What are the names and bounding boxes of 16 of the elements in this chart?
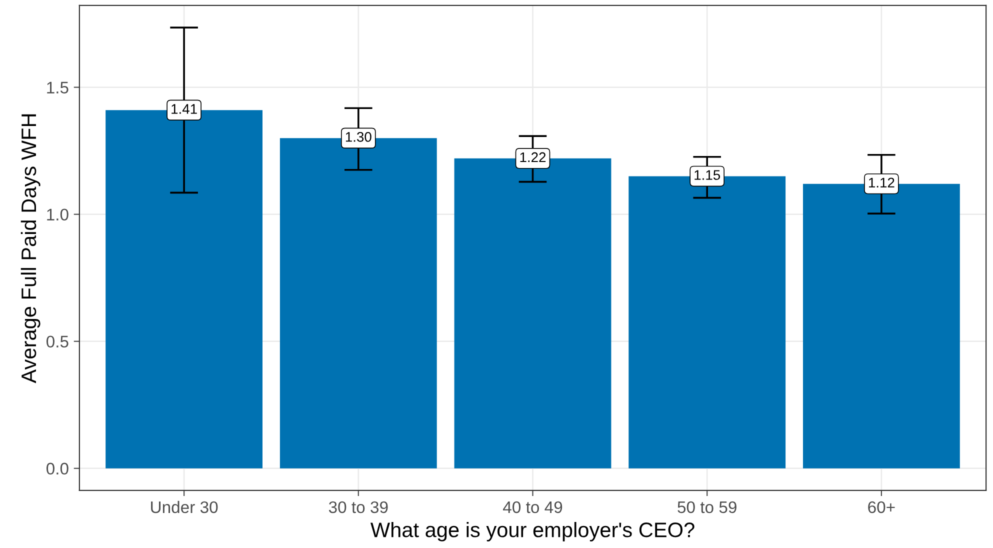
x-tick-label: 50 to 59 bbox=[678, 501, 736, 514]
y-axis-title: Average Full Paid Days WFH bbox=[20, 114, 40, 384]
data-label: 1.22 bbox=[520, 152, 546, 162]
data-label: 1.30 bbox=[346, 132, 372, 142]
y-tick-label: 1.5 bbox=[47, 82, 68, 94]
x-tick-label: Under 30 bbox=[151, 500, 218, 514]
x-tick-label: 60+ bbox=[868, 501, 895, 514]
y-tick-label: 1.0 bbox=[47, 208, 68, 221]
x-tick-label: 30 to 39 bbox=[328, 501, 388, 514]
data-label: 1.12 bbox=[868, 178, 894, 188]
y-tick-label: 0.0 bbox=[46, 462, 68, 475]
x-tick-label: 40 to 49 bbox=[503, 501, 562, 514]
data-label: 1.41 bbox=[172, 104, 197, 114]
y-tick-label: 0.5 bbox=[46, 336, 68, 348]
x-axis-title: What age is your employer's CEO? bbox=[370, 522, 694, 542]
data-label: 1.15 bbox=[694, 170, 720, 180]
